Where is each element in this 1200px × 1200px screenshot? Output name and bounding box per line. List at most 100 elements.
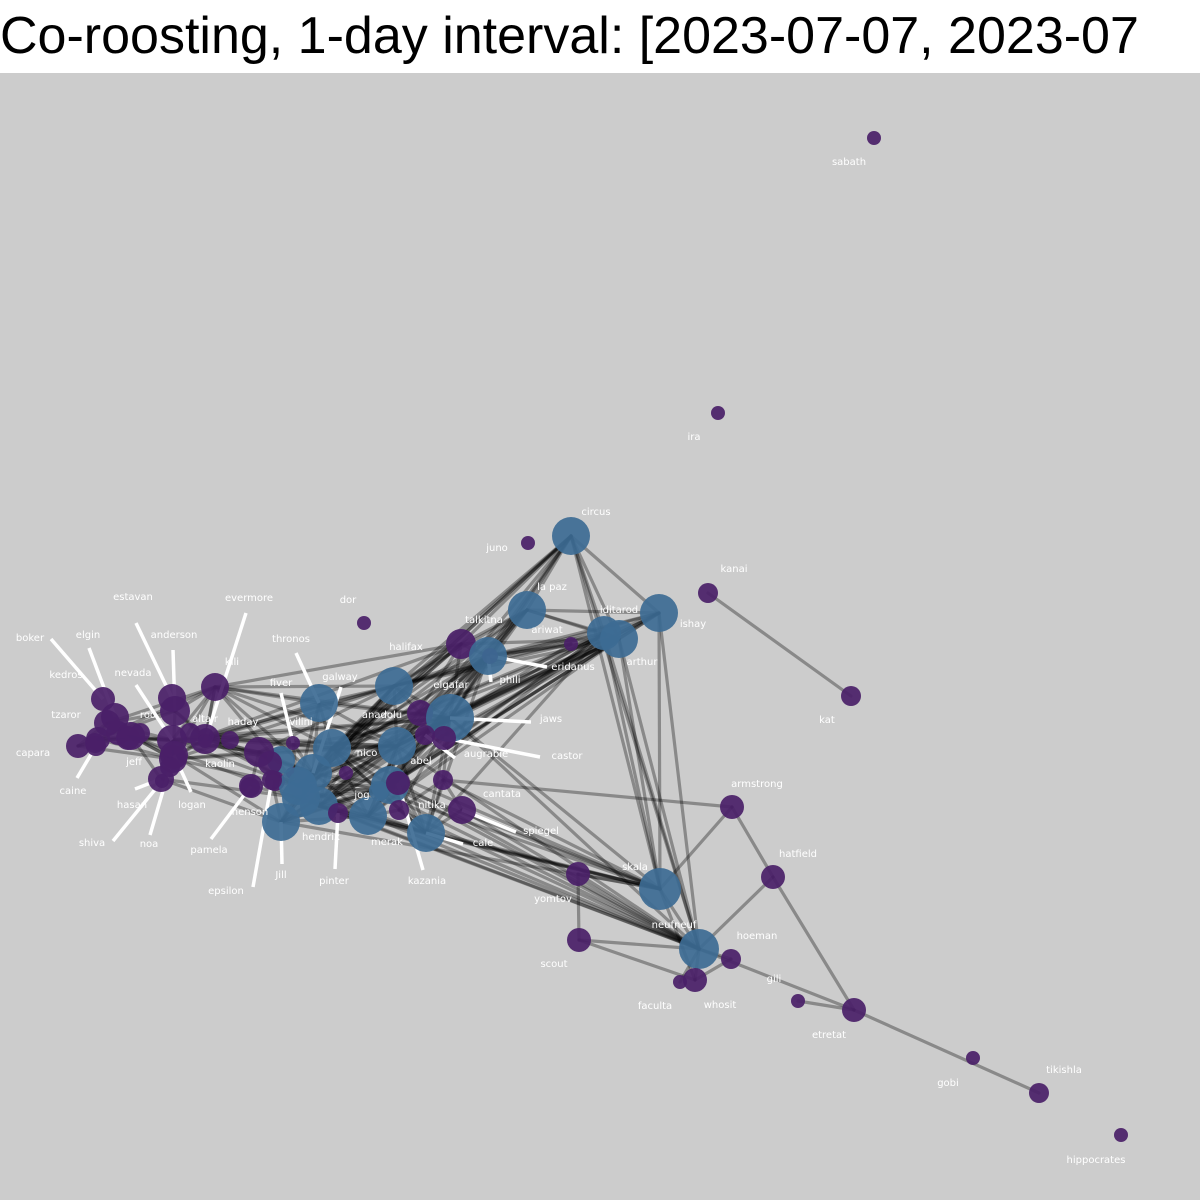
node-ira[interactable] — [711, 406, 725, 420]
node-talkitna[interactable] — [446, 629, 476, 659]
node-juno[interactable] — [521, 536, 535, 550]
label-pinter: pinter — [319, 876, 350, 887]
node-ishay[interactable] — [640, 594, 678, 632]
label-fiver: fiver — [270, 678, 293, 689]
label-etretat: etretat — [812, 1030, 846, 1041]
label-talkitna: talkitna — [465, 615, 503, 626]
node-fiver[interactable] — [286, 736, 300, 750]
node-scout[interactable] — [567, 928, 591, 952]
label-eridanus: eridanus — [551, 662, 594, 673]
label-neufneuf: neufneuf — [652, 920, 697, 931]
node-dor[interactable] — [357, 616, 371, 630]
label-faculta: faculta — [638, 1001, 672, 1012]
node-pinter[interactable] — [328, 803, 348, 823]
node-whosit[interactable] — [683, 968, 707, 992]
node-unlabeled[interactable] — [221, 731, 239, 749]
node-la-paz[interactable] — [508, 591, 546, 629]
node-sabath[interactable] — [867, 131, 881, 145]
node-merak[interactable] — [349, 797, 387, 835]
node-unlabeled[interactable] — [339, 766, 353, 780]
edge-la-paz-ishay — [525, 608, 661, 615]
node-circus[interactable] — [552, 517, 590, 555]
label-halifax: halifax — [389, 642, 423, 653]
label-epsilon: epsilon — [208, 886, 244, 897]
node-hatfield[interactable] — [761, 865, 785, 889]
node-jog[interactable] — [369, 781, 389, 801]
label-hendrix: hendrix — [302, 832, 340, 843]
node-halifax[interactable] — [375, 667, 413, 705]
edge-ishay-skala — [657, 611, 662, 891]
node-hoeman[interactable] — [721, 949, 741, 969]
edge-arthur-abel — [388, 637, 621, 787]
node-caine[interactable] — [86, 736, 106, 756]
node-ariwat[interactable] — [564, 637, 578, 651]
leader-boker — [49, 637, 105, 701]
node-augrabie[interactable] — [415, 725, 435, 745]
label-yomtov: yomtov — [534, 894, 572, 905]
node-capara[interactable] — [66, 734, 90, 758]
label-haday: haday — [228, 717, 259, 728]
node-armstrong[interactable] — [720, 795, 744, 819]
edge-iditarod-abel — [388, 631, 606, 787]
label-altair: altair — [192, 714, 219, 725]
node-phili[interactable] — [469, 637, 507, 675]
node-epsilon[interactable] — [262, 770, 282, 790]
leader-shiva — [111, 779, 164, 843]
node-kat[interactable] — [841, 686, 861, 706]
node-hippocrates[interactable] — [1114, 1128, 1128, 1142]
edge-iditarod-phili — [486, 631, 606, 658]
edge-jill-skala — [279, 820, 662, 891]
edge-circus-jaws — [448, 534, 573, 720]
edge-hasan-jill — [159, 777, 283, 824]
leader-fiver — [279, 692, 295, 744]
node-castor[interactable] — [432, 726, 456, 750]
node-etretat[interactable] — [842, 998, 866, 1022]
edge-yomtov-neufneuf — [576, 872, 701, 951]
node-kazania[interactable] — [386, 771, 410, 795]
node-evermore[interactable] — [198, 734, 212, 748]
node-arthur[interactable] — [600, 620, 638, 658]
label-kazania: kazania — [408, 876, 446, 887]
node-pamela[interactable] — [239, 774, 263, 798]
node-neufneuf[interactable] — [679, 929, 719, 969]
node-cale[interactable] — [407, 814, 445, 852]
edge-arthur-jaws — [448, 637, 621, 720]
edge-etretat-tikishla — [852, 1008, 1041, 1095]
node-gobi[interactable] — [966, 1051, 980, 1065]
label-estavan: estavan — [113, 592, 153, 603]
node-shiva[interactable] — [155, 774, 169, 788]
node-jeff[interactable] — [117, 722, 145, 750]
edge-halifax-hendrix — [317, 684, 396, 808]
edge-circus-skala — [569, 534, 662, 891]
edge-iditarod-skala — [602, 631, 662, 891]
edge-arthur-neufneuf — [617, 637, 701, 951]
edge-cantata-skala — [441, 778, 662, 891]
edge-cantata-armstrong — [441, 778, 734, 809]
node-tikishla[interactable] — [1029, 1083, 1049, 1103]
node-nitika[interactable] — [389, 800, 409, 820]
label-hippocrates: hippocrates — [1067, 1155, 1126, 1166]
node-anadolu[interactable] — [378, 727, 416, 765]
node-gili[interactable] — [791, 994, 805, 1008]
node-altair[interactable] — [201, 673, 229, 701]
node-skala[interactable] — [639, 868, 681, 910]
node-jill[interactable] — [262, 803, 300, 841]
node-yomtov[interactable] — [566, 862, 590, 886]
leader-epsilon — [251, 779, 274, 888]
label-whosit: whosit — [704, 1000, 737, 1011]
node-noa[interactable] — [160, 757, 180, 777]
node-kaolin[interactable] — [244, 737, 274, 767]
node-kanai[interactable] — [698, 583, 718, 603]
label-hoeman: hoeman — [737, 931, 778, 942]
node-anderson[interactable] — [160, 696, 190, 726]
node-spiegel[interactable] — [448, 796, 476, 824]
edge-logan-jill — [172, 753, 283, 824]
node-cantata[interactable] — [433, 770, 453, 790]
label-scout: scout — [540, 959, 567, 970]
network-graph: sabath ira circus juno kanai la paz iditarod is… — [16, 131, 1128, 1166]
edge-iditarod-nico — [330, 631, 606, 750]
label-nico: nico — [357, 748, 378, 759]
edge-halifax-haday — [203, 684, 396, 741]
label-capara: capara — [16, 748, 50, 759]
node-thronos[interactable] — [300, 684, 338, 722]
